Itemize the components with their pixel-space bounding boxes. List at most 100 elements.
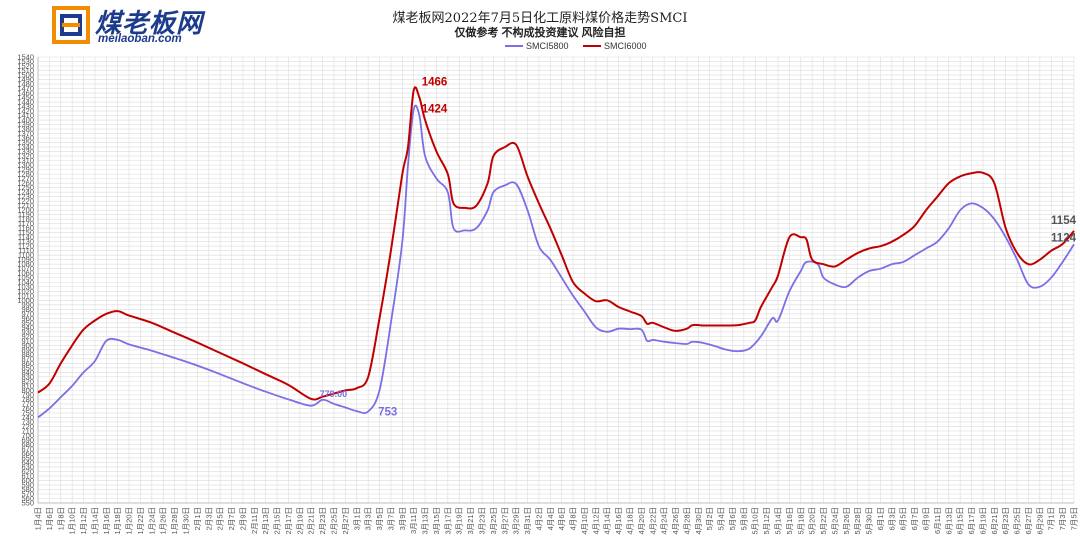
y-tick-label: 1250 <box>17 183 34 192</box>
x-tick-label: 4月2日 <box>534 507 543 530</box>
data-label-1124: 1124 <box>1051 232 1077 244</box>
x-tick-label: 5月8日 <box>739 507 748 530</box>
y-tick-label: 1440 <box>17 98 34 107</box>
y-tick-label: 1410 <box>17 111 34 120</box>
y-tick-label: 1540 <box>17 53 34 62</box>
x-tick-label: 4月22日 <box>648 507 657 535</box>
series-line-smci6000 <box>37 86 1075 401</box>
y-tick-label: 1490 <box>17 75 34 84</box>
logo-name: 煤老板网 <box>95 8 204 38</box>
x-tick-label: 2月13日 <box>261 507 270 535</box>
x-tick-label: 3月25日 <box>489 507 498 535</box>
x-tick-label: 1月12日 <box>79 507 88 535</box>
y-tick-label: 780 <box>21 395 34 404</box>
y-tick-label: 1180 <box>18 215 34 224</box>
x-tick-label: 4月12日 <box>591 507 600 535</box>
x-tick-label: 5月16日 <box>785 507 794 535</box>
y-tick-label: 810 <box>21 381 34 390</box>
x-tick-label: 3月5日 <box>375 507 384 530</box>
x-tick-label: 1月30日 <box>182 507 191 535</box>
y-tick-label: 1280 <box>17 170 34 179</box>
x-tick-label: 2月15日 <box>273 507 282 535</box>
chart-title: 煤老板网2022年7月5日化工原料煤价格走势SMCI <box>392 11 688 26</box>
y-tick-label: 650 <box>21 453 34 462</box>
x-tick-label: 5月24日 <box>830 507 839 535</box>
y-tick-label: 670 <box>21 444 34 453</box>
data-label-1154: 1154 <box>1051 215 1077 227</box>
y-tick-label: 1360 <box>17 134 34 143</box>
x-tick-label: 3月29日 <box>512 507 521 535</box>
x-tick-label: 4月30日 <box>694 507 703 535</box>
x-tick-label: 2月7日 <box>227 507 236 530</box>
y-tick-label: 700 <box>21 431 34 440</box>
y-tick-label: 1060 <box>17 269 34 278</box>
y-tick-label: 820 <box>21 377 34 386</box>
y-tick-label: 1480 <box>17 80 34 89</box>
x-tick-label: 1月22日 <box>136 507 145 535</box>
y-tick-label: 900 <box>21 341 34 350</box>
y-tick-label: 660 <box>21 449 34 458</box>
x-tick-label: 5月28日 <box>853 507 862 535</box>
x-tick-label: 2月27日 <box>341 507 350 535</box>
logo-url: meilaoban.com <box>98 33 182 45</box>
y-tick-label: 850 <box>21 363 34 372</box>
y-tick-label: 1510 <box>17 66 34 75</box>
y-tick-label: 1270 <box>17 174 34 183</box>
y-tick-label: 1040 <box>17 278 34 287</box>
x-tick-label: 3月7日 <box>386 507 395 530</box>
x-tick-label: 7月5日 <box>1070 507 1079 530</box>
x-tick-label: 6月3日 <box>887 507 896 530</box>
x-tick-label: 5月26日 <box>842 507 851 535</box>
y-tick-label: 1350 <box>17 138 34 147</box>
x-tick-label: 2月17日 <box>284 507 293 535</box>
x-tick-label: 6月27日 <box>1024 507 1033 535</box>
y-tick-label: 1380 <box>17 125 34 134</box>
y-tick-label: 1210 <box>17 201 34 210</box>
y-tick-label: 990 <box>21 300 34 309</box>
x-tick-label: 4月20日 <box>637 507 646 535</box>
x-tick-label: 5月10日 <box>751 507 760 535</box>
x-tick-label: 6月23日 <box>1001 507 1010 535</box>
x-tick-label: 5月2日 <box>705 507 714 530</box>
y-tick-label: 890 <box>21 345 34 354</box>
y-tick-label: 560 <box>21 494 34 503</box>
y-tick-label: 610 <box>21 471 34 480</box>
y-tick-label: 580 <box>21 485 34 494</box>
y-tick-label: 750 <box>21 408 34 417</box>
y-tick-label: 840 <box>21 368 34 377</box>
x-tick-label: 1月14日 <box>90 507 99 535</box>
data-label-779-00: 779.00 <box>320 389 348 399</box>
x-tick-label: 5月30日 <box>865 507 874 535</box>
x-tick-label: 3月11日 <box>409 507 418 534</box>
x-tick-label: 5月12日 <box>762 507 771 535</box>
y-tick-label: 1170 <box>18 219 34 228</box>
x-tick-label: 3月1日 <box>352 507 361 530</box>
y-tick-label: 1460 <box>17 89 34 98</box>
x-tick-label: 6月13日 <box>944 507 953 535</box>
y-tick-label: 1290 <box>17 165 34 174</box>
x-tick-label: 4月24日 <box>660 507 669 535</box>
site-logo[interactable]: 煤老板网 meilaoban.com <box>52 5 252 49</box>
x-tick-label: 5月14日 <box>774 507 783 535</box>
x-tick-label: 2月11日 <box>250 507 259 534</box>
x-tick-label: 6月29日 <box>1035 507 1044 535</box>
y-tick-label: 1330 <box>17 147 34 156</box>
x-tick-label: 6月19日 <box>978 507 987 535</box>
x-tick-label: 1月6日 <box>45 507 54 530</box>
x-tick-label: 1月4日 <box>34 507 43 530</box>
y-tick-label: 1190 <box>18 210 34 219</box>
y-tick-label: 1070 <box>17 264 34 273</box>
x-tick-label: 1月28日 <box>170 507 179 535</box>
y-tick-label: 1420 <box>17 107 34 116</box>
x-tick-label: 4月6日 <box>557 507 566 530</box>
x-tick-label: 4月18日 <box>626 507 635 535</box>
x-tick-label: 3月15日 <box>432 507 441 535</box>
x-tick-label: 5月4日 <box>717 507 726 530</box>
x-tick-label: 1月8日 <box>56 507 65 530</box>
x-tick-label: 1月26日 <box>159 507 168 535</box>
x-tick-label: 3月23日 <box>478 507 487 535</box>
x-tick-label: 7月3日 <box>1058 507 1067 530</box>
x-tick-label: 3月9日 <box>398 507 407 530</box>
x-tick-label: 2月21日 <box>307 507 316 535</box>
